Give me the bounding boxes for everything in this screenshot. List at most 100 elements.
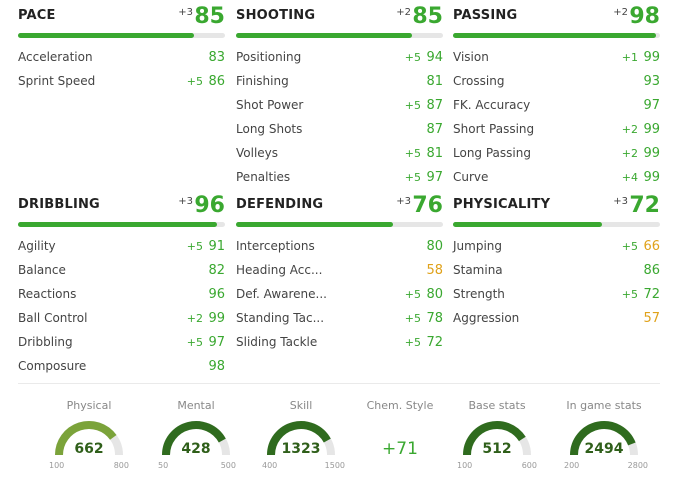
stat-name: Positioning <box>236 50 302 64</box>
stat-row: Aggression 57 <box>453 308 660 332</box>
stat-row: Jumping +5 66 <box>453 236 660 260</box>
stat-value: 97 <box>426 170 443 185</box>
gauge-fill <box>55 421 117 456</box>
defending-header: DEFENDING +3 76 <box>236 189 443 219</box>
category-bar <box>236 222 443 227</box>
passing-section: PASSING +2 98 Vision +1 99 Crossing 93 FK. … <box>453 0 660 185</box>
gauge-max: 800 <box>113 461 129 470</box>
stat-boost: +5 <box>404 171 421 184</box>
category-bar-fill <box>453 33 656 38</box>
gauge-arc <box>267 421 335 456</box>
stat-list: Acceleration 83 Sprint Speed +5 86 <box>18 47 225 95</box>
category-bar <box>18 33 225 38</box>
stat-row: Agility +5 91 <box>18 236 225 260</box>
stat-value: 99 <box>643 122 660 137</box>
gauge-max: 600 <box>521 461 537 470</box>
stat-name: Sprint Speed <box>18 74 96 88</box>
stat-row: Ball Control +2 99 <box>18 308 225 332</box>
category-value: 76 <box>412 193 443 218</box>
stat-row: Crossing 93 <box>453 71 660 95</box>
gauge-max: 1500 <box>324 461 345 470</box>
stat-name: Long Passing <box>453 146 531 160</box>
stat-name: Long Shots <box>236 122 303 136</box>
stat-value: 87 <box>426 122 443 137</box>
stat-name: FK. Accuracy <box>453 98 531 112</box>
gauge-fill <box>267 421 331 456</box>
stat-boost: +5 <box>404 336 421 349</box>
stat-row: Balance 82 <box>18 260 225 284</box>
stat-name: Reactions <box>18 287 77 301</box>
stat-name: Balance <box>18 263 66 277</box>
stat-row: Sliding Tackle +5 72 <box>236 332 443 356</box>
stat-value: 97 <box>208 335 225 350</box>
stat-value: 81 <box>426 74 443 89</box>
category-bar-fill <box>18 33 194 38</box>
section-divider <box>18 383 660 384</box>
gauge-label: Physical <box>66 399 112 412</box>
category-bar <box>18 222 225 227</box>
category-title: DEFENDING <box>236 197 324 212</box>
stat-name: Dribbling <box>18 335 73 349</box>
category-boost: +3 <box>613 196 628 207</box>
gauge-arc <box>162 421 230 456</box>
stat-boost: +5 <box>404 99 421 112</box>
stat-name: Ball Control <box>18 311 88 325</box>
category-bar-fill <box>18 222 217 227</box>
stat-name: Standing Tac... <box>236 311 325 325</box>
gauge-label: Base stats <box>468 399 526 412</box>
stat-value: 83 <box>208 50 225 65</box>
gauge-value: 2494 <box>584 441 624 457</box>
gauge-arc <box>570 421 638 456</box>
category-title: PACE <box>18 8 56 23</box>
shooting-section: SHOOTING +2 85 Positioning +5 94 Finishing… <box>236 0 443 185</box>
stat-boost: +5 <box>186 75 203 88</box>
stat-value: 86 <box>208 74 225 89</box>
gauge-min: 100 <box>457 461 473 470</box>
gauge-label: In game stats <box>566 399 642 412</box>
category-bar-fill <box>236 222 394 227</box>
stat-list: Positioning +5 94 Finishing 81 Shot Power +5… <box>236 47 443 191</box>
stat-value: 72 <box>643 287 660 302</box>
dribbling-header: DRIBBLING +3 96 <box>18 189 225 219</box>
category-value: 85 <box>412 4 443 29</box>
stat-name: Composure <box>18 359 87 373</box>
stat-row: Composure 98 <box>18 356 225 380</box>
stat-value: 99 <box>208 311 225 326</box>
stat-name: Shot Power <box>236 98 304 112</box>
stat-name: Short Passing <box>453 122 535 136</box>
stat-row: Def. Awarene... +5 80 <box>236 284 443 308</box>
category-title: PASSING <box>453 8 518 23</box>
stat-name: Strength <box>453 287 505 301</box>
stat-name: Curve <box>453 170 489 184</box>
stat-name: Volleys <box>236 146 279 160</box>
stat-row: Shot Power +5 87 <box>236 95 443 119</box>
stat-row: Finishing 81 <box>236 71 443 95</box>
stat-name: Aggression <box>453 311 520 325</box>
stat-value: 99 <box>643 50 660 65</box>
stat-row: Vision +1 99 <box>453 47 660 71</box>
shooting-header: SHOOTING +2 85 <box>236 0 443 30</box>
stat-row: Acceleration 83 <box>18 47 225 71</box>
stat-row: Volleys +5 81 <box>236 143 443 167</box>
category-boost: +2 <box>613 7 628 18</box>
gauge-min: 100 <box>49 461 65 470</box>
stat-row: Short Passing +2 99 <box>453 119 660 143</box>
pace-header: PACE +3 85 <box>18 0 225 30</box>
stat-list: Vision +1 99 Crossing 93 FK. Accuracy 97 Sho… <box>453 47 660 191</box>
chem-style-label: Chem. Style <box>366 399 434 412</box>
stat-name: Vision <box>453 50 489 64</box>
stat-row: Strength +5 72 <box>453 284 660 308</box>
gauge-value: 662 <box>74 441 104 457</box>
stat-name: Jumping <box>453 239 503 253</box>
gauge-value: 428 <box>181 441 211 457</box>
stat-boost: +5 <box>404 312 421 325</box>
stat-row: Penalties +5 97 <box>236 167 443 191</box>
stat-value: 98 <box>208 359 225 374</box>
stat-boost: +5 <box>186 240 203 253</box>
stat-value: 81 <box>426 146 443 161</box>
stat-row: Curve +4 99 <box>453 167 660 191</box>
stat-boost: +5 <box>621 288 638 301</box>
category-bar-fill <box>236 33 412 38</box>
stat-value: 97 <box>643 98 660 113</box>
category-boost: +3 <box>178 196 193 207</box>
